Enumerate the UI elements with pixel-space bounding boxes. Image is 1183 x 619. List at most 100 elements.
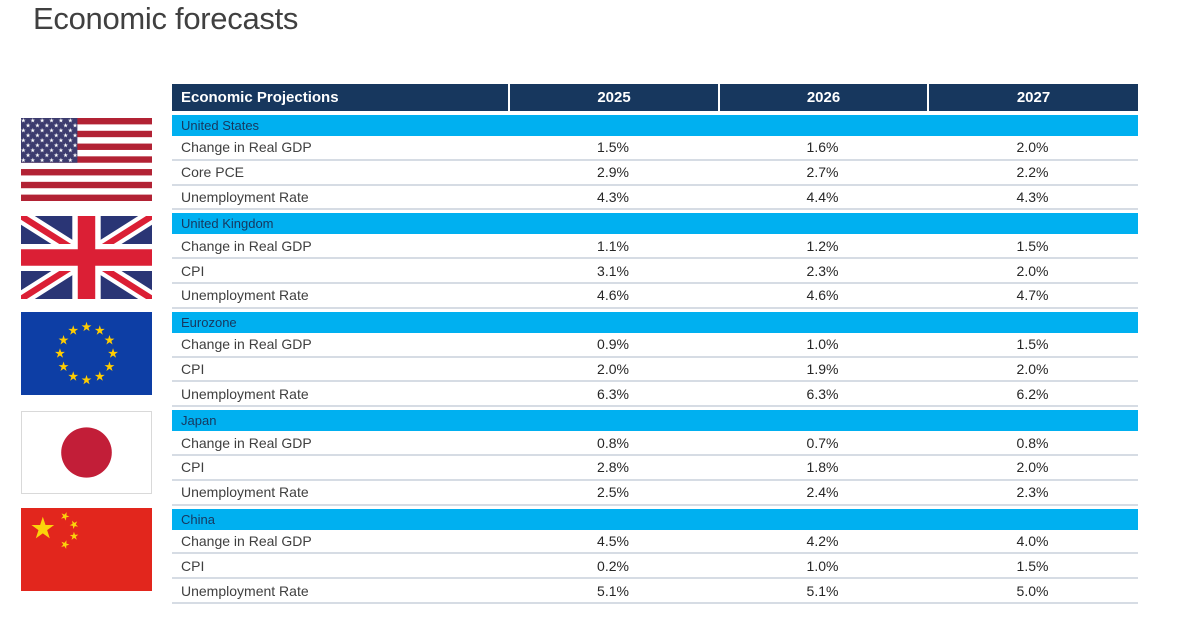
section-japan: Japan Change in Real GDP 0.8% 0.7% 0.8% … bbox=[172, 410, 1138, 506]
table-row: Core PCE 2.9% 2.7% 2.2% bbox=[172, 161, 1138, 186]
cell-2025: 4.6% bbox=[597, 287, 629, 304]
cell-2025: 4.5% bbox=[597, 532, 629, 549]
row-label: Change in Real GDP bbox=[181, 532, 312, 549]
cell-2025: 0.8% bbox=[597, 434, 629, 451]
cell-2026: 6.3% bbox=[806, 385, 839, 402]
row-label: Change in Real GDP bbox=[181, 434, 312, 451]
cell-2027: 0.8% bbox=[1016, 434, 1049, 451]
cell-2026: 0.7% bbox=[806, 434, 839, 451]
uk-flag-graphic bbox=[21, 216, 152, 299]
cell-2026: 4.6% bbox=[806, 287, 839, 304]
cell-2027: 1.5% bbox=[1016, 557, 1049, 574]
united-states-flag-icon bbox=[21, 118, 152, 201]
cell-2026: 1.2% bbox=[806, 237, 839, 254]
header-2025: 2025 bbox=[508, 84, 718, 111]
cell-2027: 6.2% bbox=[1016, 385, 1049, 402]
country-band: China bbox=[172, 508, 1138, 530]
cell-2026: 1.0% bbox=[806, 336, 839, 353]
cell-2025: 2.0% bbox=[597, 360, 629, 377]
row-label: Change in Real GDP bbox=[181, 139, 312, 156]
cell-2026: 5.1% bbox=[806, 582, 839, 599]
row-label: CPI bbox=[181, 360, 205, 377]
cell-2025: 1.5% bbox=[597, 139, 629, 156]
cell-2026: 1.0% bbox=[806, 557, 839, 574]
cell-2027: 5.0% bbox=[1016, 582, 1049, 599]
table-row: Change in Real GDP 0.8% 0.7% 0.8% bbox=[172, 431, 1138, 456]
cell-2027: 2.0% bbox=[1016, 262, 1049, 279]
japan-flag-graphic bbox=[22, 412, 151, 493]
us-flag-graphic bbox=[21, 118, 152, 201]
table-row: Unemployment Rate 4.3% 4.4% 4.3% bbox=[172, 186, 1138, 211]
china-flag-icon bbox=[21, 508, 152, 591]
table-row: Unemployment Rate 2.5% 2.4% 2.3% bbox=[172, 481, 1138, 506]
table-row: Change in Real GDP 1.1% 1.2% 1.5% bbox=[172, 234, 1138, 260]
page-title: Economic forecasts bbox=[33, 1, 299, 36]
cell-2026: 2.4% bbox=[806, 484, 839, 501]
row-label: CPI bbox=[181, 262, 205, 279]
cell-2027: 1.5% bbox=[1016, 237, 1049, 254]
table-row: Unemployment Rate 5.1% 5.1% 5.0% bbox=[172, 579, 1138, 604]
cell-2025: 5.1% bbox=[597, 582, 629, 599]
eu-flag-graphic bbox=[21, 312, 152, 395]
cell-2026: 1.9% bbox=[806, 360, 839, 377]
header-2026: 2026 bbox=[718, 84, 927, 111]
table-row: CPI 0.2% 1.0% 1.5% bbox=[172, 554, 1138, 580]
table-row: CPI 2.8% 1.8% 2.0% bbox=[172, 456, 1138, 481]
table-row: CPI 2.0% 1.9% 2.0% bbox=[172, 358, 1138, 383]
cell-2025: 1.1% bbox=[597, 237, 629, 254]
japan-flag-icon bbox=[21, 411, 152, 494]
table-row: Change in Real GDP 1.5% 1.6% 2.0% bbox=[172, 136, 1138, 161]
country-band: Japan bbox=[172, 410, 1138, 432]
cell-2027: 4.7% bbox=[1016, 287, 1049, 304]
cell-2027: 2.3% bbox=[1016, 484, 1049, 501]
row-label: Unemployment Rate bbox=[181, 582, 309, 599]
table-row: Change in Real GDP 0.9% 1.0% 1.5% bbox=[172, 333, 1138, 358]
country-band: United Kingdom bbox=[172, 213, 1138, 235]
row-label: CPI bbox=[181, 459, 205, 476]
cell-2025: 2.9% bbox=[597, 164, 629, 181]
table-row: Unemployment Rate 4.6% 4.6% 4.7% bbox=[172, 284, 1138, 309]
cell-2026: 1.6% bbox=[806, 139, 839, 156]
cell-2027: 2.0% bbox=[1016, 360, 1049, 377]
row-label: Unemployment Rate bbox=[181, 385, 309, 402]
row-label: CPI bbox=[181, 557, 205, 574]
table-row: Unemployment Rate 6.3% 6.3% 6.2% bbox=[172, 382, 1138, 408]
table-header-row: Economic Projections 2025 2026 2027 bbox=[172, 84, 1138, 111]
cell-2027: 4.3% bbox=[1016, 188, 1049, 205]
row-label: Change in Real GDP bbox=[181, 336, 312, 353]
row-label: Change in Real GDP bbox=[181, 237, 312, 254]
row-label: Core PCE bbox=[181, 164, 245, 181]
country-band: United States bbox=[172, 115, 1138, 136]
cell-2026: 2.7% bbox=[806, 164, 839, 181]
cell-2026: 2.3% bbox=[806, 262, 839, 279]
section-china: China Change in Real GDP 4.5% 4.2% 4.0% … bbox=[172, 508, 1138, 604]
cell-2027: 2.0% bbox=[1016, 459, 1049, 476]
cell-2026: 4.2% bbox=[806, 532, 839, 549]
table-row: CPI 3.1% 2.3% 2.0% bbox=[172, 259, 1138, 284]
china-flag-graphic bbox=[21, 508, 152, 591]
cell-2025: 2.5% bbox=[597, 484, 629, 501]
cell-2025: 3.1% bbox=[597, 262, 629, 279]
table-row: Change in Real GDP 4.5% 4.2% 4.0% bbox=[172, 530, 1138, 555]
section-united-states: United States Change in Real GDP 1.5% 1.… bbox=[172, 115, 1138, 211]
cell-2025: 0.9% bbox=[597, 336, 629, 353]
header-2027: 2027 bbox=[927, 84, 1138, 111]
cell-2025: 2.8% bbox=[597, 459, 629, 476]
cell-2025: 6.3% bbox=[597, 385, 629, 402]
cell-2026: 1.8% bbox=[806, 459, 839, 476]
cell-2027: 2.2% bbox=[1016, 164, 1049, 181]
european-union-flag-icon bbox=[21, 312, 152, 395]
section-eurozone: Eurozone Change in Real GDP 0.9% 1.0% 1.… bbox=[172, 311, 1138, 408]
economic-projections-table: Economic Projections 2025 2026 2027 Unit… bbox=[172, 84, 1138, 604]
header-economic-projections: Economic Projections bbox=[181, 89, 339, 106]
country-band: Eurozone bbox=[172, 311, 1138, 333]
cell-2025: 0.2% bbox=[597, 557, 629, 574]
row-label: Unemployment Rate bbox=[181, 188, 309, 205]
cell-2027: 4.0% bbox=[1016, 532, 1049, 549]
row-label: Unemployment Rate bbox=[181, 484, 309, 501]
cell-2027: 1.5% bbox=[1016, 336, 1049, 353]
cell-2025: 4.3% bbox=[597, 188, 629, 205]
united-kingdom-flag-icon bbox=[21, 216, 152, 299]
section-united-kingdom: United Kingdom Change in Real GDP 1.1% 1… bbox=[172, 213, 1138, 309]
row-label: Unemployment Rate bbox=[181, 287, 309, 304]
